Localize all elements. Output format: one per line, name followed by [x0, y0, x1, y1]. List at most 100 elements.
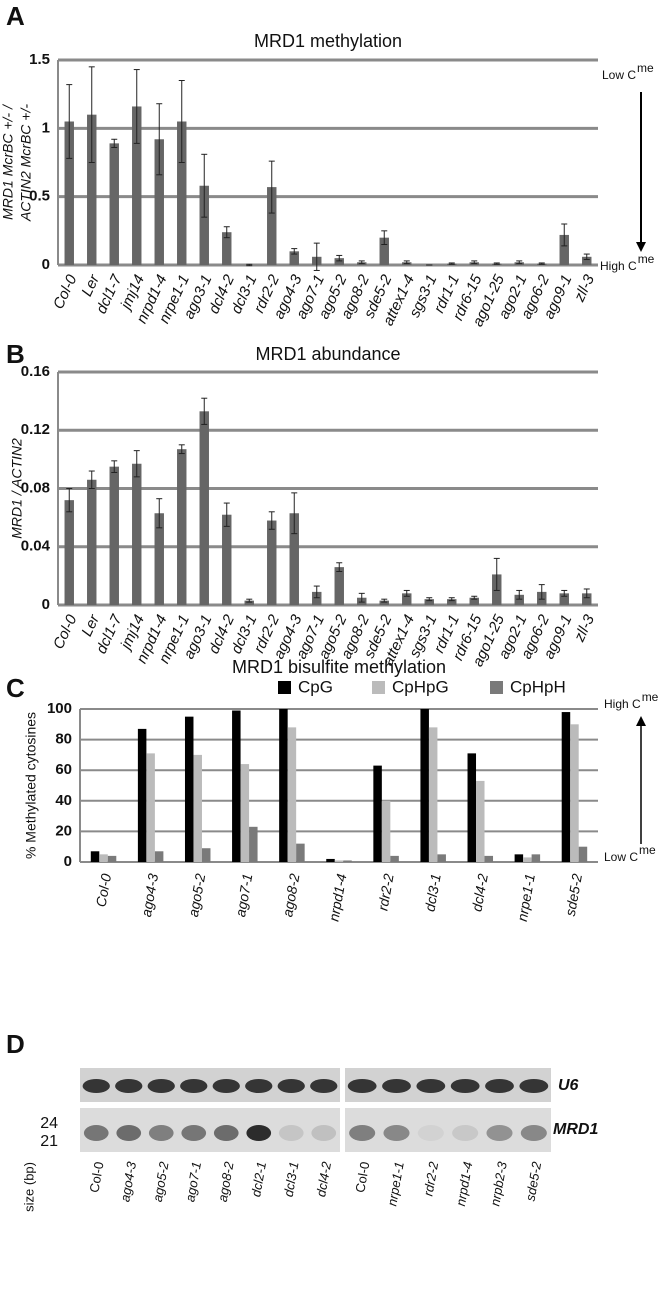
- bar: [184, 716, 194, 862]
- error-bar: [223, 226, 230, 239]
- lane-label: ago8-2: [215, 1160, 237, 1203]
- y-tick-label: 0: [64, 853, 72, 870]
- bar: [420, 709, 429, 862]
- bar: [154, 851, 164, 862]
- x-tick-label: dcl3-1: [421, 872, 443, 912]
- legend-swatch: [278, 681, 291, 694]
- error-bar: [336, 254, 343, 262]
- bar: [531, 854, 541, 862]
- error-bar: [156, 103, 163, 176]
- error-bar: [246, 263, 253, 267]
- y-tick-label: 0.16: [21, 363, 50, 380]
- annotation-superscript: me: [637, 61, 654, 75]
- bar: [334, 258, 344, 265]
- x-tick-label: zll-3: [571, 612, 599, 646]
- error-bar: [201, 153, 208, 218]
- y-tick-label: 80: [55, 731, 72, 748]
- bar: [279, 709, 288, 862]
- row-label: MRD1: [553, 1121, 598, 1138]
- bar: [267, 520, 277, 605]
- bar: [484, 855, 494, 862]
- bar: [514, 854, 524, 862]
- y-tick-label: 0.12: [21, 421, 50, 438]
- bar: [249, 826, 258, 862]
- bar: [402, 593, 412, 605]
- x-tick-label: sde5-2: [562, 872, 585, 917]
- bar: [109, 466, 119, 605]
- bar: [289, 251, 299, 265]
- bar: [99, 854, 108, 862]
- bar: [561, 712, 571, 862]
- u6-band: [310, 1079, 338, 1093]
- x-tick-label: dcl4-2: [468, 872, 490, 913]
- y-tick-label: 0.08: [21, 479, 50, 496]
- bar: [107, 855, 117, 862]
- lane-label: ago5-2: [150, 1160, 172, 1203]
- bar: [578, 846, 588, 862]
- error-bar: [223, 502, 230, 527]
- y-axis-label: MRD1 / ACTIN2: [9, 438, 25, 539]
- error-bar: [426, 597, 433, 602]
- bar: [132, 106, 142, 265]
- error-bar: [358, 592, 365, 603]
- chart-title: MRD1 bisulfite methylation: [232, 657, 446, 677]
- bar: [64, 121, 74, 265]
- error-bar: [583, 588, 590, 599]
- error-bar: [156, 498, 163, 529]
- bar: [312, 591, 322, 605]
- mrd1-band: [417, 1125, 444, 1141]
- x-tick-label: ago4-3: [138, 872, 161, 918]
- lane-label: ago7-1: [182, 1161, 204, 1203]
- u6-band: [115, 1079, 143, 1093]
- y-tick-label: 40: [55, 792, 72, 809]
- annotation: High C: [604, 697, 641, 711]
- y-tick-label: 100: [47, 700, 72, 717]
- bar: [570, 724, 579, 862]
- bar: [379, 237, 389, 265]
- bar: [379, 600, 389, 605]
- error-bar: [358, 260, 365, 265]
- bar: [201, 848, 211, 862]
- bar: [109, 143, 119, 265]
- lane-label: dcl3-1: [281, 1161, 302, 1198]
- error-bar: [111, 460, 118, 473]
- bar: [523, 857, 532, 862]
- error-bar: [336, 562, 343, 573]
- error-bar: [538, 584, 545, 600]
- u6-band: [416, 1079, 446, 1093]
- mrd1-band: [246, 1125, 272, 1141]
- error-bar: [66, 84, 73, 159]
- error-bar: [448, 597, 455, 602]
- size-label: 24: [40, 1115, 58, 1132]
- error-bar: [313, 585, 320, 599]
- x-tick-label: ago7-1: [232, 872, 255, 918]
- error-bar: [111, 138, 118, 148]
- error-bar: [133, 450, 140, 478]
- error-bar: [471, 260, 478, 265]
- y-tick-label: 1: [42, 119, 50, 136]
- size-axis-label: size (bp): [21, 1162, 36, 1212]
- panel-letter: C: [6, 673, 25, 703]
- error-bar: [313, 242, 320, 271]
- mrd1-band: [311, 1125, 337, 1141]
- panel-letter: A: [6, 1, 25, 31]
- error-bar: [88, 66, 95, 163]
- y-tick-label: 20: [55, 822, 72, 839]
- x-tick-label: zll-3: [571, 272, 599, 306]
- annotation: Low C: [602, 68, 636, 82]
- y-axis-label: MRD1 McrBC +/- /: [0, 103, 16, 220]
- x-tick-label: ago5-2: [185, 872, 208, 918]
- u6-band: [450, 1079, 480, 1093]
- bar: [373, 765, 382, 862]
- error-bar: [178, 80, 185, 163]
- mrd1-band: [116, 1125, 142, 1141]
- bar: [177, 449, 187, 605]
- bar: [334, 860, 344, 862]
- legend-swatch: [372, 681, 385, 694]
- u6-band: [519, 1079, 549, 1093]
- size-label: 21: [40, 1133, 58, 1150]
- u6-band: [485, 1079, 514, 1093]
- bar: [582, 593, 592, 605]
- legend-swatch: [490, 681, 503, 694]
